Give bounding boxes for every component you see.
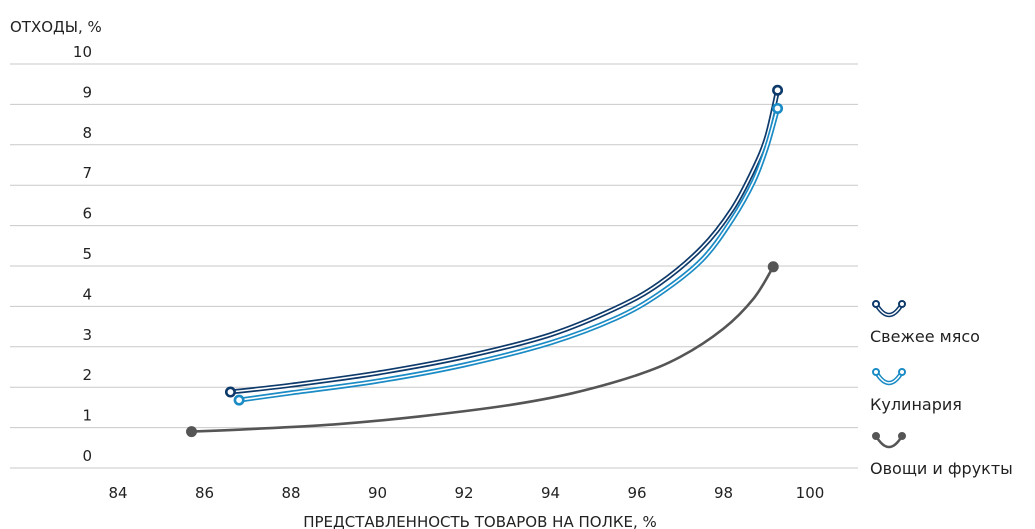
x-tick-label: 96 — [627, 484, 646, 502]
legend-label: Овощи и фрукты — [870, 459, 1013, 478]
y-tick-label: 3 — [82, 326, 92, 344]
x-tick-label: 98 — [714, 484, 733, 502]
x-tick-label: 100 — [796, 484, 825, 502]
legend-label: Свежее мясо — [870, 327, 980, 346]
y-tick-label: 8 — [82, 124, 92, 142]
series-line-inner — [238, 107, 779, 401]
series-start-point — [186, 426, 198, 438]
y-tick-label: 10 — [73, 43, 92, 61]
legend-item-2: Овощи и фрукты — [870, 432, 1013, 478]
series-line — [190, 265, 775, 433]
legend-swatch-icon — [874, 435, 904, 449]
y-tick-label: 7 — [82, 164, 92, 182]
legend-item-0: Свежее мясо — [870, 300, 980, 346]
y-axis-ticks: 0 1 2 3 4 5 6 7 8 9 10 — [73, 43, 92, 465]
legend-marker — [898, 432, 906, 440]
legend-marker — [872, 432, 880, 440]
series-1 — [233, 102, 784, 406]
x-tick-label: 92 — [454, 484, 473, 502]
series-end-point — [772, 102, 784, 114]
gridlines — [10, 63, 858, 469]
y-axis-label: ОТХОДЫ, % — [10, 18, 102, 36]
series-group — [186, 84, 784, 438]
series-end-point — [767, 261, 779, 273]
y-tick-label: 2 — [82, 366, 92, 384]
series-start-point — [224, 386, 236, 398]
legend: Свежее мясо Кулинария Овощи и фрукты — [870, 300, 1013, 478]
x-tick-label: 90 — [368, 484, 387, 502]
series-line-inner — [229, 89, 779, 393]
y-tick-label: 4 — [82, 285, 92, 303]
x-tick-label: 88 — [281, 484, 300, 502]
x-tick-label: 86 — [195, 484, 214, 502]
y-tick-label: 9 — [82, 83, 92, 101]
legend-marker — [872, 300, 880, 308]
x-axis-ticks: 84 86 88 90 92 94 96 98 100 — [108, 484, 824, 502]
y-tick-label: 1 — [82, 407, 92, 425]
y-tick-label: 6 — [82, 205, 92, 223]
legend-item-1: Кулинария — [870, 368, 962, 414]
x-axis-label: ПРЕДСТАВЛЕННОСТЬ ТОВАРОВ НА ПОЛКЕ, % — [303, 513, 657, 529]
legend-marker — [872, 368, 880, 376]
series-2 — [186, 261, 779, 438]
x-tick-label: 94 — [541, 484, 560, 502]
y-tick-label: 0 — [82, 447, 92, 465]
series-start-point — [233, 394, 245, 406]
legend-marker — [898, 368, 906, 376]
legend-marker — [898, 300, 906, 308]
legend-label: Кулинария — [870, 395, 962, 414]
series-end-point — [772, 84, 784, 96]
y-tick-label: 5 — [82, 245, 92, 263]
x-tick-label: 84 — [108, 484, 127, 502]
series-0 — [224, 84, 784, 398]
